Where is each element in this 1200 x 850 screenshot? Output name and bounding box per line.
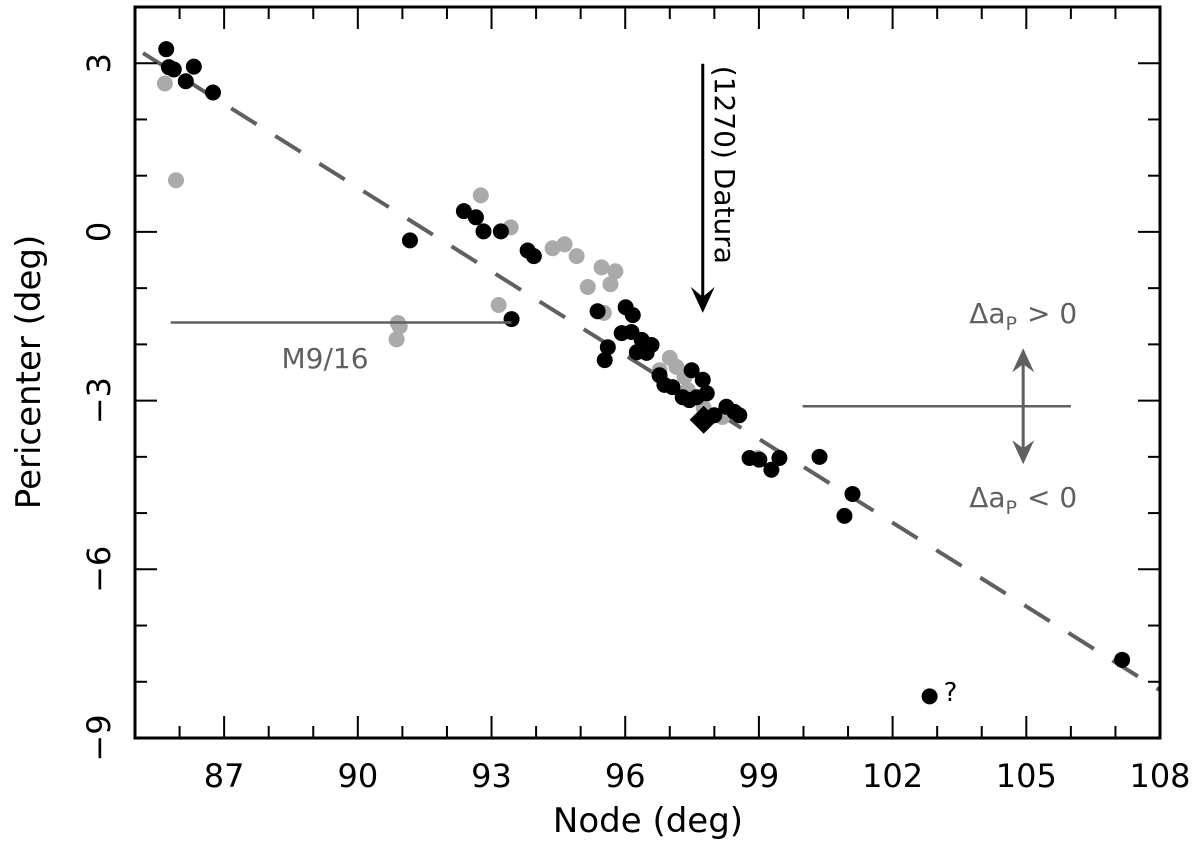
black-data-point (624, 307, 641, 324)
black-data-point (158, 41, 175, 58)
question-mark-label: ? (944, 678, 958, 708)
gray-data-point (490, 297, 507, 314)
black-data-point (921, 688, 938, 705)
black-data-point (165, 61, 182, 78)
gray-data-point (472, 187, 489, 204)
black-data-point (596, 352, 613, 369)
black-data-point (204, 84, 221, 101)
datura-diamond-marker (689, 405, 718, 434)
x-axis-label: Node (deg) (553, 801, 743, 841)
x-tick-label: 93 (471, 757, 512, 795)
black-data-point (475, 223, 492, 240)
x-tick-label: 105 (996, 757, 1057, 795)
arrow-up-icon (1012, 348, 1035, 373)
delta-positive-label-relation: > 0 (1027, 297, 1077, 330)
x-tick-label: 108 (1129, 757, 1190, 795)
black-data-point (599, 339, 616, 356)
gray-data-point (593, 259, 610, 276)
black-data-point (718, 398, 735, 415)
datura-label: (1270) Datura (708, 66, 741, 264)
gray-data-point (168, 172, 184, 189)
black-data-point (401, 232, 418, 249)
y-tick-label: −6 (80, 546, 118, 593)
black-data-point (503, 311, 520, 328)
black-data-point (638, 344, 655, 361)
gray-data-point (579, 279, 596, 296)
gray-data-point (544, 240, 561, 257)
y-tick-label: 3 (80, 53, 118, 73)
delta-negative-label-symbol: Δa (969, 481, 1005, 514)
black-data-point (589, 303, 606, 320)
delta-negative-label-subscript: P (1006, 497, 1017, 519)
delta-positive-label: ΔaP > 0 (969, 297, 1077, 335)
delta-negative-label: ΔaP < 0 (969, 481, 1077, 519)
y-tick-label: −3 (80, 377, 118, 424)
y-tick-label: 0 (80, 222, 118, 242)
plot-frame (133, 5, 1162, 740)
black-data-point (492, 223, 509, 240)
arrow-down-icon (690, 286, 715, 313)
black-data-point (751, 451, 768, 468)
y-tick-label: −9 (80, 714, 118, 761)
gray-data-point (556, 236, 573, 253)
black-data-point (811, 448, 828, 465)
x-tick-label: 90 (337, 757, 378, 795)
black-data-point (185, 58, 202, 75)
black-data-point (771, 449, 788, 466)
black-data-point (1114, 651, 1131, 668)
gray-data-point (607, 263, 624, 280)
black-data-point (455, 203, 472, 220)
black-data-point (694, 371, 711, 388)
black-data-point (177, 73, 194, 90)
delta-positive-label-subscript: P (1006, 313, 1017, 335)
black-data-point (763, 461, 780, 478)
gray-data-point (388, 331, 405, 348)
m916-label: M9/16 (281, 342, 368, 375)
arrow-down-icon (1012, 440, 1035, 465)
delta-positive-label-symbol: Δa (969, 297, 1005, 330)
black-data-point (844, 485, 861, 502)
black-data-point (656, 376, 673, 393)
black-data-point (731, 407, 748, 424)
gray-data-point (602, 276, 619, 293)
x-tick-label: 87 (204, 757, 245, 795)
x-tick-label: 99 (739, 757, 780, 795)
black-data-point (525, 248, 542, 265)
black-data-point (836, 507, 853, 524)
black-data-point (681, 392, 698, 409)
x-tick-label: 102 (862, 757, 923, 795)
delta-negative-label-relation: < 0 (1027, 481, 1077, 514)
trend-line (141, 51, 1162, 692)
gray-data-point (156, 75, 173, 92)
gray-data-point (568, 248, 585, 265)
x-tick-label: 96 (605, 757, 646, 795)
black-data-point (467, 209, 484, 226)
black-data-point (683, 362, 700, 379)
y-axis-label: Pericenter (deg) (9, 235, 49, 509)
